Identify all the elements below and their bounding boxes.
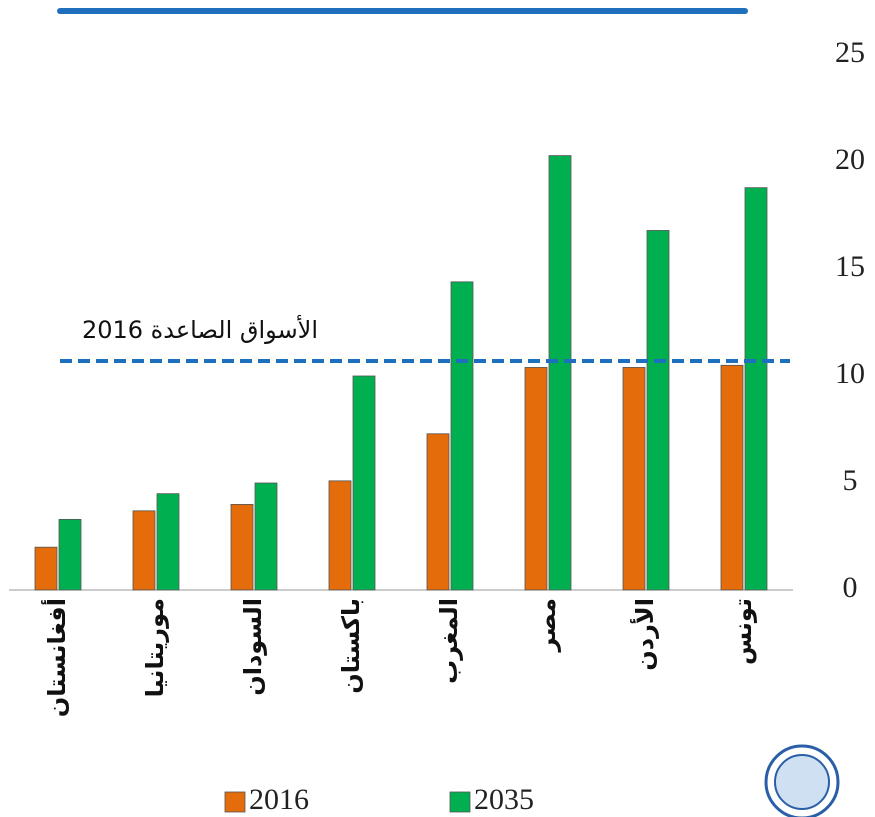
x-tick-label: تونس xyxy=(729,598,757,665)
bar xyxy=(156,493,180,591)
x-tick-label: باكستان xyxy=(337,598,365,694)
bar xyxy=(426,433,450,591)
logo xyxy=(764,744,840,817)
y-tick-label: 15 xyxy=(835,250,865,283)
bar xyxy=(524,367,548,591)
bar xyxy=(352,375,376,591)
legend-swatch xyxy=(449,791,471,813)
x-tick-label: أفغانستان xyxy=(41,598,71,717)
y-tick-label: 0 xyxy=(843,571,858,604)
y-tick-label: 10 xyxy=(835,357,865,390)
bar xyxy=(230,503,254,591)
bar xyxy=(58,518,82,591)
bar xyxy=(720,364,744,591)
x-tick-label: مصر xyxy=(533,598,561,652)
bar xyxy=(744,187,768,591)
legend-label: 2035 xyxy=(474,783,534,816)
bar xyxy=(328,480,352,591)
annotation: الأسواق الصاعدة 2016 xyxy=(82,315,318,344)
y-tick-label: 20 xyxy=(835,143,865,176)
bar xyxy=(254,482,278,591)
y-tick-label: 5 xyxy=(843,464,858,497)
legend-label: 2016 xyxy=(249,783,309,816)
x-tick-label: السودان xyxy=(239,598,267,696)
x-tick-label: موريتانيا xyxy=(141,598,169,697)
bar xyxy=(622,367,646,591)
bar xyxy=(450,281,474,591)
bar xyxy=(646,230,670,591)
x-tick-label: المغرب xyxy=(435,598,463,684)
x-tick-label: الأردن xyxy=(630,598,659,671)
bar xyxy=(548,155,572,591)
bar xyxy=(34,546,58,591)
y-tick-label: 25 xyxy=(835,36,865,69)
bar xyxy=(132,510,156,591)
legend-swatch xyxy=(224,791,246,813)
